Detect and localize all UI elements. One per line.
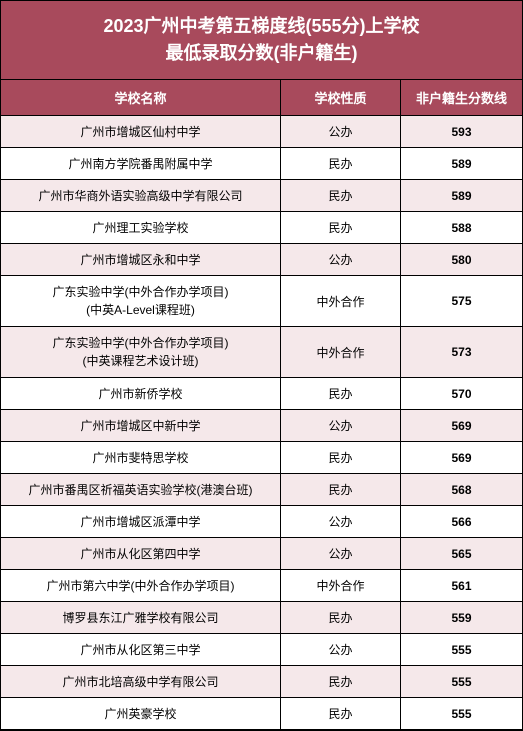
table-row: 广州市第六中学(中外合作办学项目)中外合作561 (1, 570, 522, 602)
cell-score: 566 (401, 506, 522, 537)
table-row: 广州市增城区中新中学公办569 (1, 410, 522, 442)
cell-score: 575 (401, 276, 522, 326)
title-line1: 2023广州中考第五梯度线(555分)上学校 (9, 13, 514, 40)
cell-school-name: 广州市新侨学校 (1, 378, 281, 409)
cell-school-name: 广州理工实验学校 (1, 212, 281, 243)
column-header-score: 非户籍生分数线 (401, 80, 522, 115)
cell-score: 559 (401, 602, 522, 633)
table-row: 广州市增城区派潭中学公办566 (1, 506, 522, 538)
table-row: 博罗县东江广雅学校有限公司民办559 (1, 602, 522, 634)
cell-score: 569 (401, 410, 522, 441)
cell-school-type: 民办 (281, 180, 401, 211)
cell-score: 570 (401, 378, 522, 409)
school-name-line1: 广东实验中学(中外合作办学项目) (53, 334, 229, 352)
cell-school-type: 公办 (281, 538, 401, 569)
cell-score: 593 (401, 116, 522, 147)
cell-school-type: 中外合作 (281, 327, 401, 377)
cell-score: 589 (401, 148, 522, 179)
column-header-type: 学校性质 (281, 80, 401, 115)
table-row: 广东实验中学(中外合作办学项目)(中英课程艺术设计班)中外合作573 (1, 327, 522, 378)
cell-school-type: 公办 (281, 116, 401, 147)
cell-score: 561 (401, 570, 522, 601)
cell-school-type: 民办 (281, 212, 401, 243)
cell-school-name: 广东实验中学(中外合作办学项目)(中英A-Level课程班) (1, 276, 281, 326)
cell-school-type: 公办 (281, 410, 401, 441)
cell-school-name: 广州南方学院番禺附属中学 (1, 148, 281, 179)
cell-school-type: 公办 (281, 244, 401, 275)
cell-school-type: 民办 (281, 378, 401, 409)
cell-school-name: 广州市华商外语实验高级中学有限公司 (1, 180, 281, 211)
cell-school-type: 中外合作 (281, 276, 401, 326)
table-row: 广州市华商外语实验高级中学有限公司民办589 (1, 180, 522, 212)
school-name-line2: (中英课程艺术设计班) (83, 352, 199, 370)
table-row: 广州市番禺区祈福英语实验学校(港澳台班)民办568 (1, 474, 522, 506)
table-row: 广州市增城区永和中学公办580 (1, 244, 522, 276)
cell-score: 555 (401, 634, 522, 665)
table-row: 广州市从化区第四中学公办565 (1, 538, 522, 570)
title-line2: 最低录取分数(非户籍生) (9, 40, 514, 67)
table-row: 广州理工实验学校民办588 (1, 212, 522, 244)
cell-score: 555 (401, 698, 522, 729)
cell-school-name: 广州市北培高级中学有限公司 (1, 666, 281, 697)
cell-score: 568 (401, 474, 522, 505)
cell-school-type: 公办 (281, 634, 401, 665)
cell-score: 589 (401, 180, 522, 211)
table-container: 2023广州中考第五梯度线(555分)上学校 最低录取分数(非户籍生) 学校名称… (0, 0, 523, 731)
table-row: 广州市斐特思学校民办569 (1, 442, 522, 474)
cell-school-type: 民办 (281, 474, 401, 505)
cell-school-name: 广州英豪学校 (1, 698, 281, 729)
table-row: 广东实验中学(中外合作办学项目)(中英A-Level课程班)中外合作575 (1, 276, 522, 327)
table-row: 广州市北培高级中学有限公司民办555 (1, 666, 522, 698)
table-row: 广州英豪学校民办555 (1, 698, 522, 730)
cell-score: 569 (401, 442, 522, 473)
cell-school-type: 中外合作 (281, 570, 401, 601)
cell-school-type: 民办 (281, 602, 401, 633)
table-row: 广州市新侨学校民办570 (1, 378, 522, 410)
cell-score: 573 (401, 327, 522, 377)
cell-school-type: 民办 (281, 666, 401, 697)
cell-school-type: 民办 (281, 698, 401, 729)
cell-school-name: 广州市增城区派潭中学 (1, 506, 281, 537)
table-row: 广州市增城区仙村中学公办593 (1, 116, 522, 148)
table-row: 广州南方学院番禺附属中学民办589 (1, 148, 522, 180)
cell-school-name: 广州市增城区仙村中学 (1, 116, 281, 147)
column-header-name: 学校名称 (1, 80, 281, 115)
cell-score: 588 (401, 212, 522, 243)
school-name-line1: 广东实验中学(中外合作办学项目) (53, 283, 229, 301)
table-row: 广州市从化区第三中学公办555 (1, 634, 522, 666)
cell-score: 580 (401, 244, 522, 275)
cell-school-name: 广州市增城区中新中学 (1, 410, 281, 441)
cell-school-name: 广州市从化区第四中学 (1, 538, 281, 569)
cell-school-type: 民办 (281, 148, 401, 179)
cell-school-name: 广州市斐特思学校 (1, 442, 281, 473)
cell-school-type: 民办 (281, 442, 401, 473)
school-name-line2: (中英A-Level课程班) (86, 301, 195, 319)
cell-score: 565 (401, 538, 522, 569)
cell-school-name: 广东实验中学(中外合作办学项目)(中英课程艺术设计班) (1, 327, 281, 377)
cell-school-name: 广州市从化区第三中学 (1, 634, 281, 665)
cell-score: 555 (401, 666, 522, 697)
column-header-row: 学校名称 学校性质 非户籍生分数线 (1, 80, 522, 116)
title-header: 2023广州中考第五梯度线(555分)上学校 最低录取分数(非户籍生) (1, 1, 522, 80)
cell-school-name: 广州市番禺区祈福英语实验学校(港澳台班) (1, 474, 281, 505)
cell-school-name: 广州市增城区永和中学 (1, 244, 281, 275)
table-body: 广州市增城区仙村中学公办593广州南方学院番禺附属中学民办589广州市华商外语实… (1, 116, 522, 730)
cell-school-name: 广州市第六中学(中外合作办学项目) (1, 570, 281, 601)
cell-school-name: 博罗县东江广雅学校有限公司 (1, 602, 281, 633)
cell-school-type: 公办 (281, 506, 401, 537)
